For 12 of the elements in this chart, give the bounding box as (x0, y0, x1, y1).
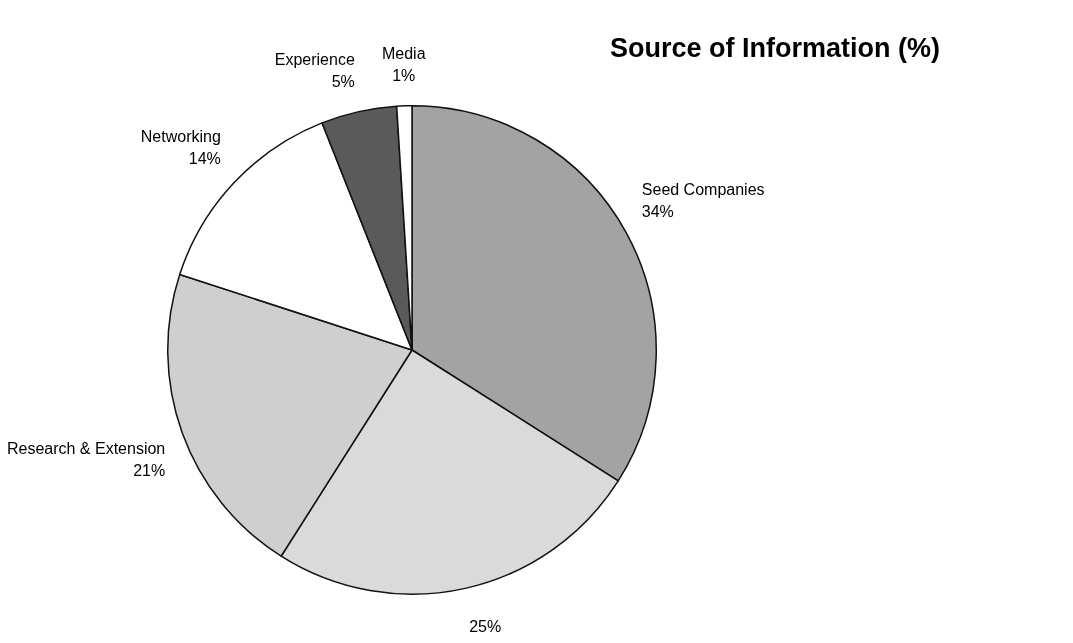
slice-label: Research & Extension (6, 440, 166, 458)
data-label: 21% (133, 462, 166, 480)
data-label: 34% (641, 203, 674, 221)
data-label: 1% (392, 67, 416, 85)
data-label: 5% (331, 73, 355, 91)
slice-label: Seed Companies (641, 181, 765, 199)
data-label: 14% (188, 149, 221, 167)
chart-title: Source of Information (%) (610, 33, 940, 64)
slice-label: Networking (140, 127, 221, 145)
slice-label: Media (381, 45, 426, 63)
data-label: 25% (469, 618, 502, 636)
slice-label: Experience (274, 51, 355, 69)
